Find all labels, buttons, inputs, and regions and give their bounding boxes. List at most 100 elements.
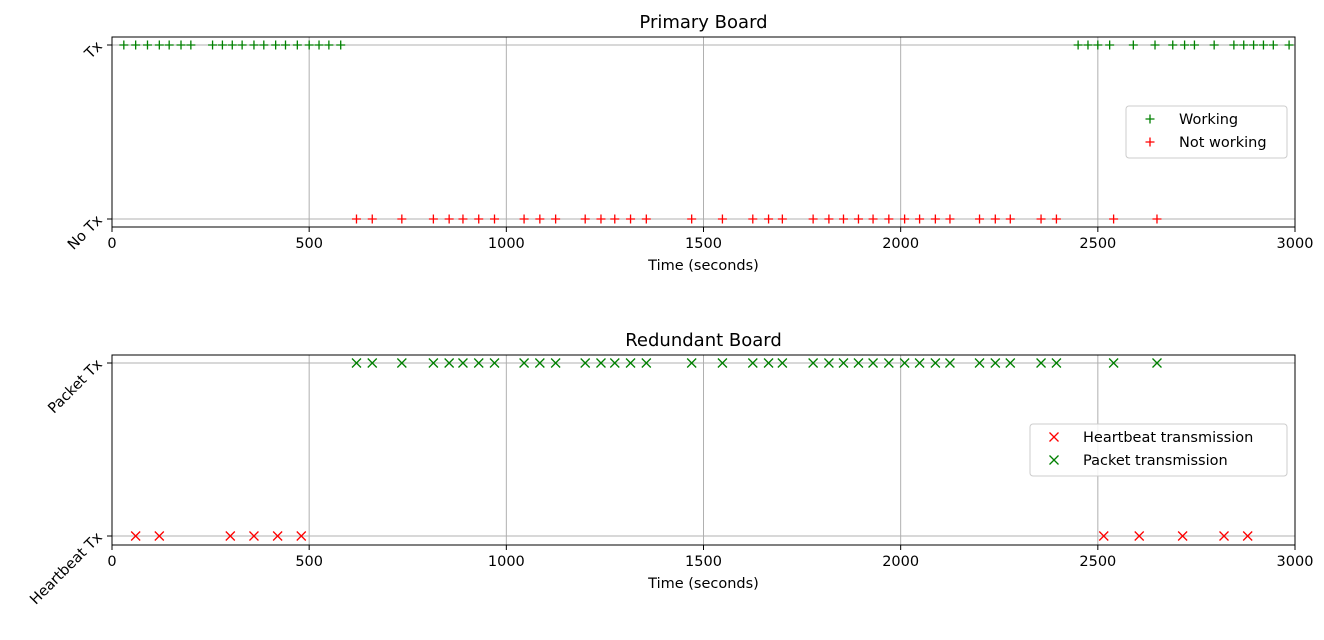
data-point: [687, 214, 697, 224]
series-packet-transmission: [351, 358, 1162, 368]
x-tick-label: 3000: [1277, 554, 1314, 570]
legend-marker: [1049, 455, 1059, 465]
data-point: [1051, 214, 1061, 224]
data-point: [130, 531, 141, 541]
y-tick-label: Heartbeat Tx: [27, 529, 106, 608]
data-point: [580, 214, 590, 224]
y-tick-label: Packet Tx: [45, 356, 106, 417]
data-point: [336, 40, 346, 50]
data-point: [717, 214, 727, 224]
x-tick-label: 1500: [685, 554, 722, 570]
data-point: [930, 214, 940, 224]
data-point: [1268, 40, 1278, 50]
data-point: [119, 40, 129, 50]
data-point: [823, 358, 834, 368]
data-point: [458, 214, 468, 224]
data-point: [237, 40, 247, 50]
data-point: [457, 358, 468, 368]
data-point: [717, 358, 728, 368]
data-point: [428, 358, 439, 368]
data-point: [1219, 531, 1229, 541]
data-point: [1128, 40, 1138, 50]
data-point: [1229, 40, 1239, 50]
data-point: [1177, 531, 1188, 541]
data-point: [1036, 214, 1046, 224]
data-point: [176, 40, 186, 50]
data-point: [914, 358, 925, 368]
data-point: [1105, 40, 1115, 50]
data-point: [351, 214, 361, 224]
data-point: [883, 358, 894, 368]
data-point: [944, 358, 955, 368]
data-point: [1005, 214, 1015, 224]
data-point: [764, 214, 774, 224]
series-working: [119, 40, 1294, 50]
legend: Working Not working: [1125, 105, 1288, 159]
data-point: [1093, 40, 1103, 50]
data-point: [296, 531, 307, 541]
data-point: [444, 358, 455, 368]
data-point: [641, 214, 651, 224]
data-point: [853, 358, 864, 368]
data-point: [1036, 358, 1047, 368]
data-point: [1284, 40, 1294, 50]
data-point: [396, 358, 407, 368]
data-point: [1073, 40, 1083, 50]
data-point: [304, 40, 314, 50]
data-point: [1108, 358, 1119, 368]
chart-title: Redundant Board: [625, 330, 782, 351]
data-point: [900, 214, 910, 224]
x-tick-label: 1000: [488, 554, 525, 570]
data-point: [824, 214, 834, 224]
legend-marker: [1145, 114, 1155, 124]
data-point: [535, 214, 545, 224]
legend-label: Packet transmission: [1083, 453, 1228, 469]
data-point: [444, 214, 454, 224]
data-point: [324, 40, 334, 50]
y-tick-label: No Tx: [65, 212, 106, 253]
x-tick-label: 2500: [1079, 236, 1116, 252]
data-point: [838, 358, 849, 368]
data-point: [1258, 40, 1268, 50]
data-point: [164, 40, 174, 50]
data-point: [853, 214, 863, 224]
x-tick-label: 500: [295, 236, 323, 252]
data-point: [868, 214, 878, 224]
data-point: [610, 214, 620, 224]
data-point: [915, 214, 925, 224]
data-point: [474, 214, 484, 224]
data-point: [249, 531, 259, 541]
data-point: [217, 40, 227, 50]
legend-label: Working: [1179, 112, 1238, 128]
data-point: [489, 358, 500, 368]
y-tick-label: Tx: [81, 38, 106, 63]
data-point: [763, 358, 774, 368]
data-point: [1134, 531, 1145, 541]
data-point: [519, 214, 529, 224]
data-point: [899, 358, 910, 368]
data-point: [154, 531, 165, 541]
x-tick-label: 2500: [1079, 554, 1116, 570]
legend-label: Heartbeat transmission: [1083, 430, 1253, 446]
data-point: [838, 214, 848, 224]
x-tick-label: 2000: [882, 554, 919, 570]
data-point: [367, 214, 377, 224]
data-point: [142, 40, 152, 50]
chart-redundant-board: 0 500 1000 1500 2000 2500 3000 Heartbeat Tx Pack…: [27, 330, 1313, 608]
data-point: [1109, 214, 1119, 224]
x-axis-label: Time (seconds): [647, 258, 759, 274]
data-point: [868, 358, 879, 368]
data-point: [686, 358, 697, 368]
data-point: [367, 358, 378, 368]
data-point: [974, 358, 985, 368]
data-point: [351, 358, 362, 368]
data-point: [808, 358, 819, 368]
data-point: [186, 40, 196, 50]
x-tick-label: 2000: [882, 236, 919, 252]
legend-marker: [1145, 137, 1155, 147]
data-point: [473, 358, 484, 368]
data-point: [1189, 40, 1199, 50]
data-point: [1005, 358, 1016, 368]
legend-box: [1029, 423, 1288, 477]
data-point: [975, 214, 985, 224]
